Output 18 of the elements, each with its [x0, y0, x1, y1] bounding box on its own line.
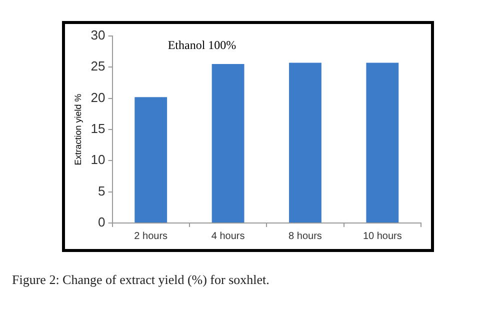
caption: Figure 2: Change of extract yield (%) for soxhlet. — [12, 272, 270, 288]
y-tick-label: 5 — [98, 183, 106, 198]
x-tick-label: 10 hours — [362, 230, 402, 242]
y-tick-label: 25 — [90, 58, 106, 74]
y-tick-label: 20 — [90, 90, 106, 105]
x-tick-label: 8 hours — [288, 230, 322, 242]
y-tick-label: 30 — [90, 28, 106, 43]
y-axis-title: Extraction yield % — [72, 94, 83, 166]
bar — [212, 64, 244, 222]
y-tick-label: 10 — [90, 152, 106, 168]
y-tick-label: 0 — [98, 214, 106, 230]
bar — [289, 62, 322, 222]
bar — [134, 97, 168, 222]
bar — [366, 62, 399, 222]
x-tick-label: 4 hours — [211, 230, 245, 242]
chart-title: Ethanol 100% — [168, 38, 236, 52]
x-tick-label: 2 hours — [134, 230, 168, 242]
y-tick-label: 15 — [90, 121, 106, 136]
